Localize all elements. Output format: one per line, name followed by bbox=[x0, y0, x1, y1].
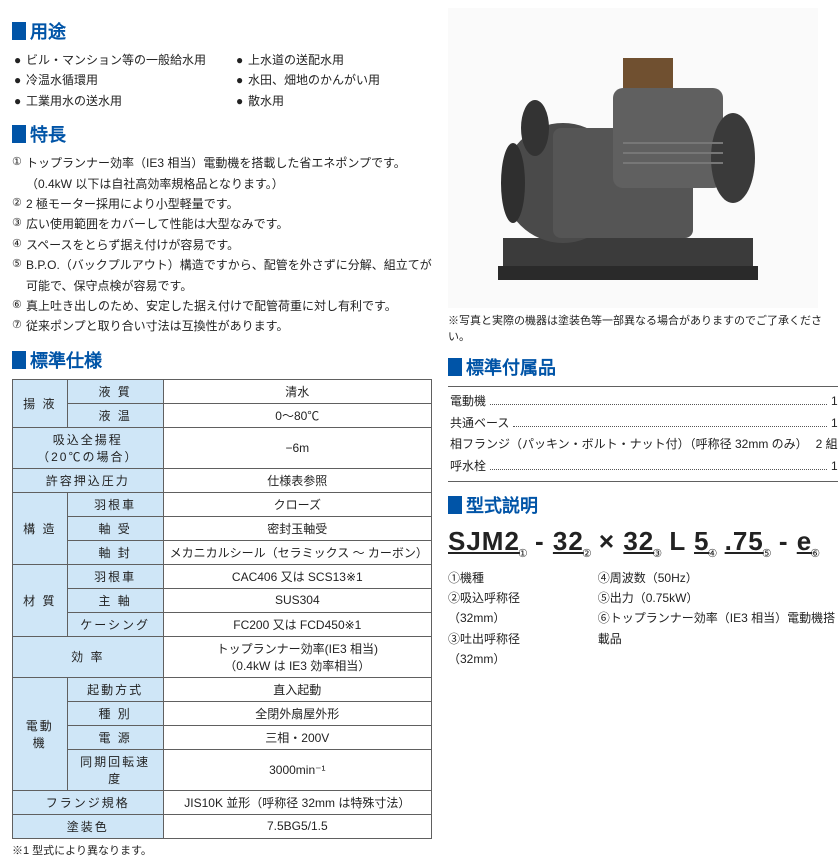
accessories-heading: 標準付属品 bbox=[448, 354, 838, 380]
spec-label: 許容押込圧力 bbox=[13, 468, 164, 492]
accessories-list: 電動機1 共通ベース1 相フランジ（パッキン・ボルト・ナット付）（呼称径 32m… bbox=[448, 386, 838, 482]
spec-value: 清水 bbox=[163, 379, 431, 403]
spec-value: メカニカルシール（セラミックス 〜 カーボン） bbox=[163, 540, 431, 564]
spec-value: 直入起動 bbox=[163, 677, 431, 701]
spec-label: 液 温 bbox=[67, 403, 163, 427]
accessory-item: 電動機1 bbox=[450, 391, 838, 413]
feature-item: ②2 極モーター採用により小型軽量です。 bbox=[12, 194, 432, 214]
product-image bbox=[448, 8, 818, 308]
feature-item: ④スペースをとらず据え付けが容易です。 bbox=[12, 235, 432, 255]
legend-item: ③吐出呼称径（32mm） bbox=[448, 629, 568, 670]
feature-item: ③広い使用範囲をカバーして性能は大型なみです。 bbox=[12, 214, 432, 234]
model-code: SJM2① - 32② × 32③ L 5④ .75⑤ - e⑥ bbox=[448, 526, 838, 559]
spec-label: 材 質 bbox=[13, 564, 68, 636]
heading-text: 特長 bbox=[30, 121, 66, 147]
spec-label: 同期回転速度 bbox=[67, 749, 163, 790]
heading-bar bbox=[448, 358, 462, 376]
spec-label: 電動機 bbox=[13, 677, 68, 790]
spec-value: 三相・200V bbox=[163, 725, 431, 749]
feature-item: ⑥真上吐き出しのため、安定した据え付けで配管荷重に対し有利です。 bbox=[12, 296, 432, 316]
pump-illustration-icon bbox=[473, 28, 793, 288]
spec-label: 主 軸 bbox=[67, 588, 163, 612]
usage-item: 工業用水の送水用 bbox=[14, 91, 206, 111]
feature-item: ⑦従来ポンプと取り合い寸法は互換性があります。 bbox=[12, 316, 432, 336]
spec-value: 全閉外扇屋外形 bbox=[163, 701, 431, 725]
spec-value: CAC406 又は SCS13※1 bbox=[163, 564, 431, 588]
heading-bar bbox=[12, 351, 26, 369]
spec-label: 種 別 bbox=[67, 701, 163, 725]
spec-label: 効 率 bbox=[13, 636, 164, 677]
spec-label: 軸 受 bbox=[67, 516, 163, 540]
spec-label: 揚 液 bbox=[13, 379, 68, 427]
spec-label: 羽根車 bbox=[67, 564, 163, 588]
spec-heading: 標準仕様 bbox=[12, 347, 432, 373]
legend-item: ⑤出力（0.75kW） bbox=[598, 588, 838, 608]
model-legend: ①機種 ②吸込呼称径（32mm） ③吐出呼称径（32mm） ④周波数（50Hz）… bbox=[448, 568, 838, 670]
accessory-item: 相フランジ（パッキン・ボルト・ナット付）（呼称径 32mm のみ）2 組 bbox=[450, 434, 838, 456]
heading-bar bbox=[448, 496, 462, 514]
heading-text: 標準付属品 bbox=[466, 354, 556, 380]
spec-label: 軸 封 bbox=[67, 540, 163, 564]
spec-table: 揚 液 液 質 清水 液 温 0〜80℃ 吸込全揚程 （20℃の場合） −6m … bbox=[12, 379, 432, 839]
spec-label: フランジ規格 bbox=[13, 790, 164, 814]
spec-label: 電 源 bbox=[67, 725, 163, 749]
heading-bar bbox=[12, 125, 26, 143]
spec-label: ケーシング bbox=[67, 612, 163, 636]
usage-list: ビル・マンション等の一般給水用 冷温水循環用 工業用水の送水用 上水道の送配水用… bbox=[12, 50, 432, 111]
spec-value: 密封玉軸受 bbox=[163, 516, 431, 540]
spec-value: 3000min⁻¹ bbox=[163, 749, 431, 790]
image-caption: ※写真と実際の機器は塗装色等一部異なる場合がありますのでご了承ください。 bbox=[448, 312, 838, 344]
usage-item: 散水用 bbox=[236, 91, 380, 111]
accessory-item: 共通ベース1 bbox=[450, 413, 838, 435]
feature-item: ⑤B.P.O.（バックプルアウト）構造ですから、配管を外さずに分解、組立てが可能… bbox=[12, 255, 432, 296]
spec-label: 構 造 bbox=[13, 492, 68, 564]
spec-value: トップランナー効率(IE3 相当) （0.4kW は IE3 効率相当） bbox=[163, 636, 431, 677]
spec-value: SUS304 bbox=[163, 588, 431, 612]
spec-label: 吸込全揚程 （20℃の場合） bbox=[13, 427, 164, 468]
spec-label: 塗装色 bbox=[13, 814, 164, 838]
spec-value: FC200 又は FCD450※1 bbox=[163, 612, 431, 636]
usage-heading: 用途 bbox=[12, 18, 432, 44]
features-heading: 特長 bbox=[12, 121, 432, 147]
legend-item: ①機種 bbox=[448, 568, 568, 588]
spec-value: 0〜80℃ bbox=[163, 403, 431, 427]
legend-item: ②吸込呼称径（32mm） bbox=[448, 588, 568, 629]
spec-footnote: ※1 型式により異なります。 bbox=[12, 842, 432, 858]
model-heading: 型式説明 bbox=[448, 492, 838, 518]
heading-text: 標準仕様 bbox=[30, 347, 102, 373]
spec-value: クローズ bbox=[163, 492, 431, 516]
spec-value: JIS10K 並形（呼称径 32mm は特殊寸法） bbox=[163, 790, 431, 814]
accessory-item: 呼水栓1 bbox=[450, 456, 838, 478]
heading-text: 用途 bbox=[30, 18, 66, 44]
legend-item: ⑥トップランナー効率（IE3 相当）電動機搭載品 bbox=[598, 608, 838, 649]
features-list: ①トップランナー効率（IE3 相当）電動機を搭載した省エネポンプです。（0.4k… bbox=[12, 153, 432, 337]
spec-label: 起動方式 bbox=[67, 677, 163, 701]
usage-item: 冷温水循環用 bbox=[14, 70, 206, 90]
spec-value: −6m bbox=[163, 427, 431, 468]
spec-value: 7.5BG5/1.5 bbox=[163, 814, 431, 838]
spec-label: 羽根車 bbox=[67, 492, 163, 516]
spec-value: 仕様表参照 bbox=[163, 468, 431, 492]
feature-item: ①トップランナー効率（IE3 相当）電動機を搭載した省エネポンプです。（0.4k… bbox=[12, 153, 432, 194]
usage-item: ビル・マンション等の一般給水用 bbox=[14, 50, 206, 70]
usage-item: 水田、畑地のかんがい用 bbox=[236, 70, 380, 90]
legend-item: ④周波数（50Hz） bbox=[598, 568, 838, 588]
spec-label: 液 質 bbox=[67, 379, 163, 403]
usage-item: 上水道の送配水用 bbox=[236, 50, 380, 70]
heading-bar bbox=[12, 22, 26, 40]
heading-text: 型式説明 bbox=[466, 492, 538, 518]
